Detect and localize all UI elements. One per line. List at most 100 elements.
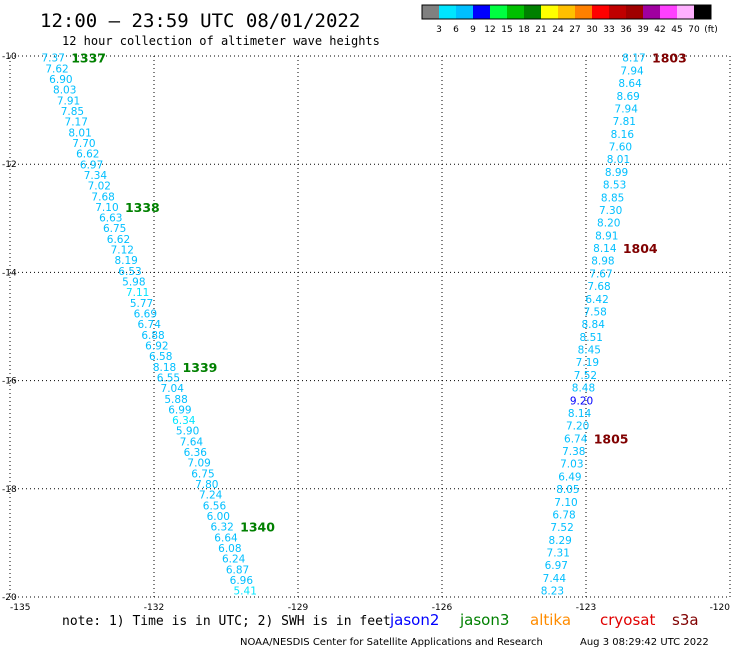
wave-height-value: 8.98	[591, 256, 614, 268]
legend-altika: altika	[530, 611, 571, 629]
wave-height-value: 7.34	[84, 170, 108, 182]
wave-height-value: 7.80	[195, 479, 218, 491]
y-tick-label: -18	[2, 485, 17, 495]
colorbar-label: 30	[586, 25, 598, 35]
wave-height-value: 6.90	[49, 74, 72, 86]
y-tick-label: -14	[2, 268, 17, 278]
wave-height-value: 7.10	[554, 497, 577, 509]
wave-height-value: 7.30	[599, 205, 622, 217]
wave-height-value: 7.68	[91, 191, 114, 203]
wave-height-value: 6.78	[552, 509, 575, 521]
wave-height-value: 8.01	[607, 154, 630, 166]
colorbar-border	[421, 4, 712, 20]
wave-height-value: 7.52	[550, 522, 573, 534]
wave-height-value: 7.10	[95, 202, 118, 214]
colorbar-swatch	[473, 5, 490, 19]
wave-height-value: 6.64	[214, 532, 238, 544]
wave-height-value: 7.62	[45, 63, 68, 75]
wave-height-value: 7.04	[161, 383, 185, 395]
wave-height-value: 8.18	[153, 362, 176, 374]
wave-height-value: 6.08	[218, 543, 241, 555]
wave-height-value: 7.68	[587, 281, 610, 293]
wave-height-value: 5.41	[234, 586, 257, 598]
wave-height-value: 8.17	[622, 53, 645, 65]
pass-id-label: 1805	[594, 431, 629, 446]
wave-height-value: 6.87	[226, 564, 249, 576]
altimeter-tracks: 7.377.626.908.037.917.857.178.017.706.62…	[42, 51, 687, 598]
wave-height-value: 7.12	[111, 245, 134, 257]
y-tick-label: -16	[2, 377, 17, 387]
wave-height-value: 6.75	[191, 468, 214, 480]
wave-height-value: 6.97	[545, 560, 568, 572]
wave-height-value: 8.51	[580, 332, 603, 344]
wave-height-value: 6.63	[99, 213, 122, 225]
wave-height-value: 7.64	[180, 436, 204, 448]
colorbar-label: 42	[654, 25, 665, 35]
colorbar-swatch	[626, 5, 643, 19]
wave-height-value: 7.81	[613, 116, 636, 128]
wave-height-value: 6.58	[149, 351, 172, 363]
wave-height-value: 8.69	[616, 91, 639, 103]
plot-border	[9, 55, 731, 598]
wave-height-value: 7.44	[543, 573, 567, 585]
colorbar-label: 6	[453, 25, 459, 35]
wave-height-value: 6.62	[107, 234, 130, 246]
pass-id-label: 1804	[623, 241, 658, 256]
colorbar-label: 12	[484, 25, 495, 35]
wave-height-value: 7.37	[42, 53, 65, 65]
pass-id-label: 1339	[183, 360, 218, 375]
wave-height-value: 7.85	[61, 106, 84, 118]
wave-height-value: 6.96	[230, 575, 254, 587]
wave-height-value: 8.20	[597, 218, 620, 230]
colorbar-swatch	[592, 5, 609, 19]
wave-height-value: 7.52	[574, 370, 597, 382]
wave-height-value: 7.19	[576, 357, 599, 369]
wave-height-value: 8.05	[556, 484, 579, 496]
footer-timestamp: Aug 3 08:29:42 UTC 2022	[580, 637, 709, 648]
wave-height-value: 7.24	[199, 490, 223, 502]
wave-height-value: 7.03	[560, 459, 583, 471]
footer-credit: NOAA/NESDIS Center for Satellite Applica…	[240, 637, 543, 648]
colorbar-label: 9	[470, 25, 476, 35]
wave-height-value: 8.91	[595, 230, 618, 242]
colorbar-swatch	[677, 5, 694, 19]
wave-height-value: 6.74	[138, 319, 162, 331]
wave-height-value: 6.24	[222, 554, 246, 566]
x-tick-label: -120	[710, 603, 731, 613]
chart-subtitle: 12 hour collection of altimeter wave hei…	[62, 34, 380, 48]
wave-height-value: 7.91	[57, 95, 80, 107]
satellite-track: 7.377.626.908.037.917.857.178.017.706.62…	[42, 51, 276, 598]
wave-height-value: 8.53	[603, 180, 626, 192]
wave-height-value: 6.92	[145, 340, 168, 352]
y-tick-label: -12	[2, 160, 17, 170]
colorbar-label: 36	[620, 25, 632, 35]
pass-id-label: 1337	[71, 51, 106, 66]
x-tick-label: -135	[10, 603, 30, 613]
wave-height-value: 7.94	[615, 103, 639, 115]
colorbar-label: 15	[501, 25, 512, 35]
colorbar-swatch	[524, 5, 541, 19]
wave-height-value: 8.16	[611, 129, 635, 141]
wave-height-value: 6.42	[585, 294, 608, 306]
x-axis-ticks: -135 -132 -129 -126 -123 -120	[10, 603, 730, 613]
wave-height-value: 5.90	[176, 426, 199, 438]
colorbar-swatch	[456, 5, 473, 19]
x-tick-label: -129	[288, 603, 309, 613]
wave-height-value: 7.60	[609, 142, 632, 154]
wave-height-value: 8.14	[568, 408, 592, 420]
wave-height-value: 7.02	[88, 181, 111, 193]
pass-id-label: 1340	[240, 520, 275, 535]
colorbar-swatch	[507, 5, 524, 19]
colorbar-swatch	[541, 5, 558, 19]
wave-height-value: 8.99	[605, 167, 628, 179]
colorbar-swatch	[558, 5, 575, 19]
wave-height-value: 6.36	[184, 447, 208, 459]
wave-height-value: 6.62	[76, 149, 99, 161]
wave-height-value: 8.19	[114, 255, 137, 267]
colorbar-swatch	[490, 5, 507, 19]
wave-height-value: 6.99	[168, 404, 191, 416]
y-axis-ticks: -10 -12 -14 -16 -18 -20	[2, 52, 17, 603]
x-tick-label: -132	[144, 603, 164, 613]
